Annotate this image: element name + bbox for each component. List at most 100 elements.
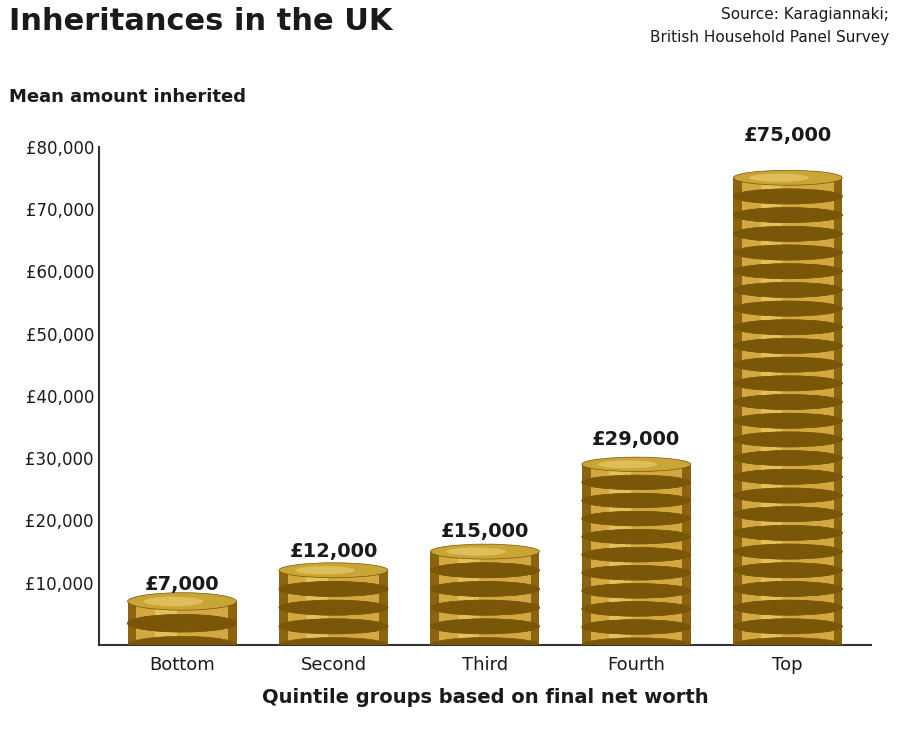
Bar bbox=[761, 421, 782, 439]
Ellipse shape bbox=[128, 636, 236, 654]
Bar bbox=[531, 626, 540, 645]
Bar bbox=[682, 572, 691, 591]
Bar bbox=[582, 591, 591, 609]
Bar bbox=[306, 626, 328, 645]
Ellipse shape bbox=[582, 566, 691, 580]
Bar bbox=[609, 572, 631, 591]
Bar bbox=[609, 627, 631, 645]
Ellipse shape bbox=[734, 301, 842, 316]
Ellipse shape bbox=[734, 507, 842, 522]
Ellipse shape bbox=[295, 585, 355, 593]
Bar bbox=[833, 346, 842, 365]
Bar bbox=[734, 290, 742, 309]
Ellipse shape bbox=[749, 491, 809, 500]
Bar bbox=[531, 570, 540, 589]
Ellipse shape bbox=[430, 563, 540, 578]
Bar bbox=[682, 627, 691, 645]
Bar bbox=[734, 439, 742, 458]
Ellipse shape bbox=[582, 583, 691, 598]
Bar bbox=[833, 551, 842, 570]
Ellipse shape bbox=[734, 376, 842, 391]
Ellipse shape bbox=[446, 566, 506, 575]
Ellipse shape bbox=[734, 189, 842, 204]
Bar bbox=[458, 589, 480, 608]
Bar bbox=[742, 216, 833, 234]
Bar bbox=[761, 234, 782, 252]
Bar bbox=[761, 346, 782, 365]
Ellipse shape bbox=[749, 304, 809, 313]
Ellipse shape bbox=[734, 320, 842, 335]
Bar bbox=[833, 365, 842, 383]
Ellipse shape bbox=[734, 282, 842, 298]
Ellipse shape bbox=[279, 619, 388, 634]
Ellipse shape bbox=[582, 548, 691, 562]
Bar bbox=[734, 234, 742, 252]
Ellipse shape bbox=[734, 282, 842, 298]
Bar bbox=[742, 439, 833, 458]
Bar bbox=[761, 271, 782, 290]
Bar bbox=[761, 589, 782, 608]
Bar bbox=[734, 271, 742, 290]
Text: £29,000: £29,000 bbox=[592, 430, 681, 449]
Ellipse shape bbox=[430, 619, 540, 634]
Ellipse shape bbox=[734, 376, 842, 391]
Ellipse shape bbox=[582, 619, 691, 634]
Bar bbox=[734, 346, 742, 365]
Bar bbox=[761, 196, 782, 216]
Ellipse shape bbox=[582, 602, 691, 616]
Bar bbox=[531, 608, 540, 626]
Bar bbox=[833, 496, 842, 515]
Text: £15,000: £15,000 bbox=[441, 522, 529, 541]
Ellipse shape bbox=[749, 379, 809, 388]
Bar bbox=[439, 608, 531, 626]
Bar bbox=[742, 608, 833, 626]
Ellipse shape bbox=[734, 432, 842, 447]
Bar bbox=[734, 402, 742, 421]
Bar bbox=[609, 465, 631, 482]
Bar bbox=[742, 551, 833, 570]
Ellipse shape bbox=[734, 226, 842, 241]
Bar bbox=[279, 570, 287, 589]
Bar bbox=[682, 482, 691, 501]
Bar bbox=[279, 626, 287, 645]
Bar bbox=[742, 383, 833, 402]
Ellipse shape bbox=[598, 533, 657, 541]
Bar bbox=[287, 608, 379, 626]
Bar bbox=[833, 402, 842, 421]
Bar bbox=[279, 608, 287, 626]
Bar bbox=[591, 591, 682, 609]
Bar bbox=[742, 346, 833, 365]
Ellipse shape bbox=[295, 622, 355, 630]
Ellipse shape bbox=[582, 457, 691, 471]
Ellipse shape bbox=[749, 211, 809, 219]
Ellipse shape bbox=[430, 544, 540, 559]
Ellipse shape bbox=[598, 479, 657, 487]
Ellipse shape bbox=[734, 320, 842, 335]
Ellipse shape bbox=[430, 581, 540, 597]
Bar bbox=[833, 383, 842, 402]
Bar bbox=[591, 518, 682, 537]
Ellipse shape bbox=[734, 432, 842, 447]
Ellipse shape bbox=[430, 638, 540, 652]
Ellipse shape bbox=[749, 361, 809, 369]
Bar bbox=[833, 421, 842, 439]
Bar bbox=[591, 465, 682, 482]
Ellipse shape bbox=[582, 529, 691, 544]
Ellipse shape bbox=[430, 581, 540, 597]
Ellipse shape bbox=[295, 566, 355, 575]
Ellipse shape bbox=[734, 488, 842, 503]
Bar bbox=[591, 609, 682, 627]
Bar bbox=[833, 327, 842, 346]
Ellipse shape bbox=[430, 600, 540, 615]
Ellipse shape bbox=[598, 605, 657, 613]
Bar bbox=[742, 271, 833, 290]
Ellipse shape bbox=[734, 544, 842, 559]
Bar bbox=[734, 365, 742, 383]
Ellipse shape bbox=[734, 638, 842, 652]
Ellipse shape bbox=[734, 451, 842, 465]
Bar bbox=[379, 626, 388, 645]
Ellipse shape bbox=[734, 413, 842, 428]
Bar bbox=[439, 570, 531, 589]
Ellipse shape bbox=[446, 603, 506, 612]
Bar bbox=[761, 608, 782, 626]
